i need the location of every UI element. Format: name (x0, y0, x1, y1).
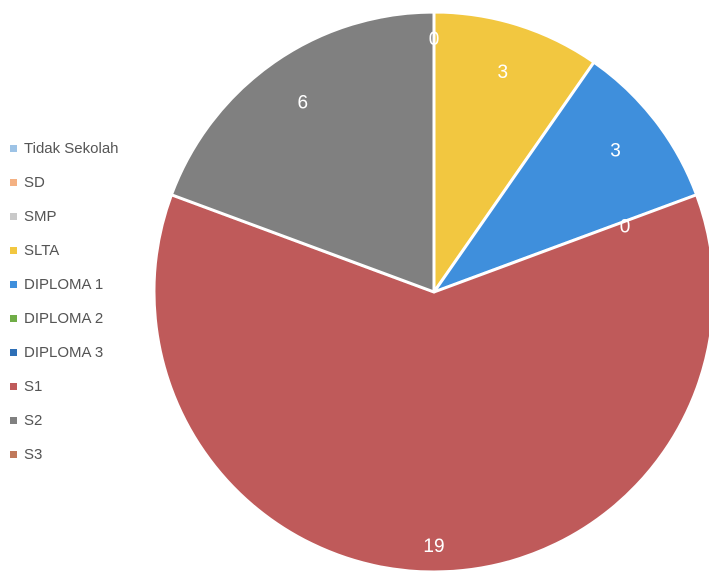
legend-label: S3 (24, 445, 43, 463)
data-label-diploma-1: 3 (610, 140, 621, 161)
data-label-s1: 19 (423, 536, 444, 557)
legend-swatch (10, 416, 17, 424)
legend-item-sd: SD (10, 165, 119, 199)
legend-swatch (10, 450, 17, 458)
legend-label: Tidak Sekolah (24, 139, 119, 157)
legend-label: SMP (24, 207, 57, 225)
legend-swatch (10, 212, 17, 220)
data-label-slta: 3 (497, 62, 508, 83)
legend-item-slta: SLTA (10, 233, 119, 267)
legend-item-diploma-2: DIPLOMA 2 (10, 301, 119, 335)
legend-label: DIPLOMA 2 (24, 309, 104, 327)
data-label-tidak-sekolah: 0 (429, 29, 440, 50)
legend-item-s2: S2 (10, 403, 119, 437)
legend-label: DIPLOMA 1 (24, 275, 104, 293)
legend-label: S2 (24, 411, 43, 429)
legend-label: DIPLOMA 3 (24, 343, 104, 361)
legend-item-s3: S3 (10, 437, 119, 471)
legend-label: SLTA (24, 241, 60, 259)
legend-swatch (10, 280, 17, 288)
data-label-s2: 6 (298, 93, 309, 114)
legend-item-diploma-1: DIPLOMA 1 (10, 267, 119, 301)
legend-swatch (10, 348, 17, 356)
pie-slice-s1 (152, 193, 709, 574)
data-label-diploma-3: 0 (620, 217, 631, 238)
legend-swatch (10, 246, 17, 254)
legend: Tidak Sekolah SD SMP SLTA DIPLOMA 1 DIPL… (10, 131, 119, 471)
legend-swatch (10, 314, 17, 322)
legend-swatch (10, 178, 17, 186)
legend-item-smp: SMP (10, 199, 119, 233)
legend-label: S1 (24, 377, 43, 395)
legend-label: SD (24, 173, 45, 191)
pie-slice-s2 (169, 10, 436, 294)
legend-item-tidak-sekolah: Tidak Sekolah (10, 131, 119, 165)
legend-item-diploma-3: DIPLOMA 3 (10, 335, 119, 369)
legend-swatch (10, 382, 17, 390)
pie-slice-diploma-1 (432, 60, 699, 294)
pie-slice-slta (432, 10, 596, 294)
legend-swatch (10, 144, 17, 152)
legend-item-s1: S1 (10, 369, 119, 403)
